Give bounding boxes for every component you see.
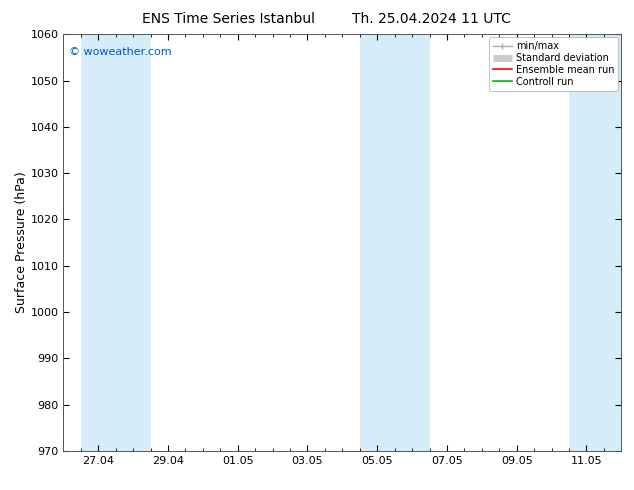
Bar [569, 34, 621, 451]
Y-axis label: Surface Pressure (hPa): Surface Pressure (hPa) [15, 172, 28, 314]
Text: ENS Time Series Istanbul: ENS Time Series Istanbul [142, 12, 314, 26]
Bar [81, 34, 150, 451]
Bar [359, 34, 429, 451]
Text: © woweather.com: © woweather.com [69, 47, 172, 57]
Text: Th. 25.04.2024 11 UTC: Th. 25.04.2024 11 UTC [352, 12, 510, 26]
Legend: min/max, Standard deviation, Ensemble mean run, Controll run: min/max, Standard deviation, Ensemble me… [489, 37, 618, 91]
